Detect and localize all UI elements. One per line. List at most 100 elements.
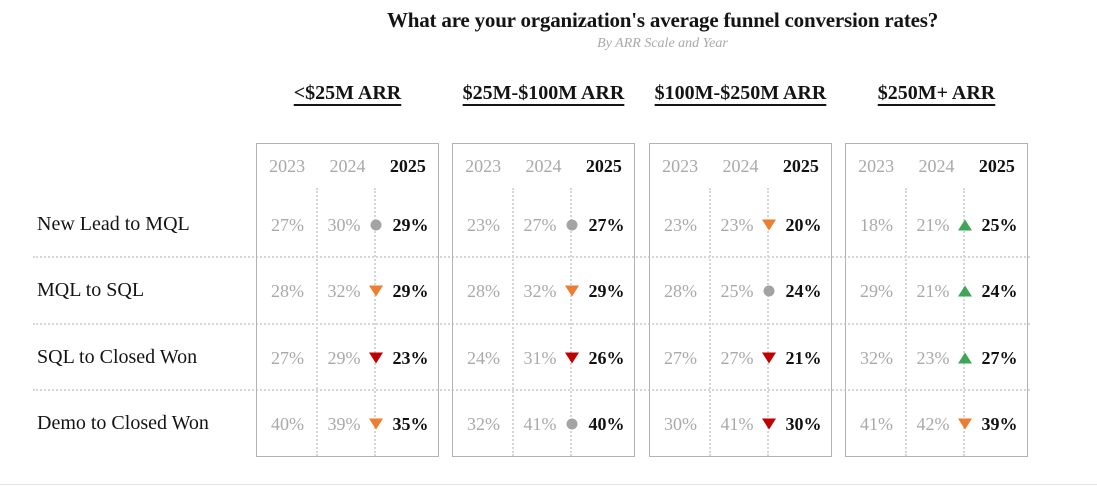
value-2024: 21% bbox=[916, 281, 950, 301]
value-2023: 27% bbox=[271, 348, 304, 368]
trend-marker-icon bbox=[958, 219, 972, 231]
value-2023: 18% bbox=[860, 215, 893, 235]
column-separator-line bbox=[570, 188, 572, 456]
year-header-row: 2023 2024 2025 bbox=[846, 156, 1027, 177]
value-2025: 25% bbox=[981, 215, 1018, 235]
value-2023: 40% bbox=[271, 414, 304, 434]
year-header-2025: 2025 bbox=[585, 156, 622, 176]
column-separator-line bbox=[709, 188, 711, 456]
panel-under-25m-arr: 2023 2024 2025 27% 30% 29% 28% 32% 29% 2… bbox=[256, 143, 439, 457]
panel-100m-250m-arr: 2023 2024 2025 23% 23% 20% 28% 25% 24% 2… bbox=[649, 143, 832, 457]
row-label-sql-to-closed-won: SQL to Closed Won bbox=[37, 346, 198, 368]
data-row: 41% 42% 39% bbox=[846, 408, 1027, 440]
year-header-2023: 2023 bbox=[269, 156, 306, 176]
value-2025: 35% bbox=[392, 414, 429, 434]
value-2024: 41% bbox=[523, 414, 557, 434]
row-label-mql-to-sql: MQL to SQL bbox=[37, 279, 145, 301]
chart-subtitle: By ARR Scale and Year bbox=[597, 36, 728, 51]
data-row: 30% 41% 30% bbox=[650, 408, 831, 440]
data-row: 27% 29% 23% bbox=[257, 342, 438, 374]
value-2023: 28% bbox=[467, 281, 500, 301]
value-2025: 24% bbox=[785, 281, 822, 301]
value-2025: 40% bbox=[588, 414, 625, 434]
value-2024: 29% bbox=[327, 348, 361, 368]
value-2025: 24% bbox=[981, 281, 1018, 301]
value-2023: 28% bbox=[271, 281, 304, 301]
trend-marker-icon bbox=[763, 285, 775, 297]
trend-marker-icon bbox=[762, 219, 776, 231]
value-2025: 29% bbox=[588, 281, 625, 301]
bottom-divider-line bbox=[0, 484, 1097, 485]
column-group-header-250m-plus: $250M+ ARR bbox=[877, 82, 996, 104]
value-2024: 27% bbox=[523, 215, 557, 235]
trend-marker-icon bbox=[762, 352, 776, 364]
value-2024: 41% bbox=[720, 414, 754, 434]
data-row: 40% 39% 35% bbox=[257, 408, 438, 440]
trend-marker-icon bbox=[958, 285, 972, 297]
year-header-2025: 2025 bbox=[389, 156, 426, 176]
year-header-2023: 2023 bbox=[858, 156, 895, 176]
value-2024: 23% bbox=[916, 348, 950, 368]
value-2024: 25% bbox=[720, 281, 754, 301]
year-header-2023: 2023 bbox=[662, 156, 699, 176]
value-2024: 39% bbox=[327, 414, 361, 434]
trend-marker-icon bbox=[370, 219, 382, 231]
chart-title: What are your organization's average fun… bbox=[386, 8, 939, 32]
value-2025: 20% bbox=[785, 215, 822, 235]
trend-marker-icon bbox=[369, 352, 383, 364]
value-2025: 30% bbox=[785, 414, 822, 434]
data-row: 23% 27% 27% bbox=[453, 209, 634, 241]
year-header-2024: 2024 bbox=[525, 156, 562, 176]
chart-header: What are your organization's average fun… bbox=[230, 8, 1095, 52]
value-2025: 21% bbox=[785, 348, 822, 368]
data-row: 18% 21% 25% bbox=[846, 209, 1027, 241]
value-2024: 21% bbox=[916, 215, 950, 235]
value-2023: 28% bbox=[664, 281, 697, 301]
value-2023: 27% bbox=[664, 348, 697, 368]
trend-marker-icon bbox=[369, 285, 383, 297]
year-header-2024: 2024 bbox=[918, 156, 955, 176]
value-2023: 29% bbox=[860, 281, 893, 301]
panel-250m-plus-arr: 2023 2024 2025 18% 21% 25% 29% 21% 24% 3… bbox=[845, 143, 1028, 457]
value-2024: 32% bbox=[523, 281, 557, 301]
data-row: 23% 23% 20% bbox=[650, 209, 831, 241]
row-separator-line bbox=[33, 389, 1030, 391]
year-header-2025: 2025 bbox=[978, 156, 1015, 176]
column-separator-line bbox=[316, 188, 318, 456]
data-row: 32% 41% 40% bbox=[453, 408, 634, 440]
value-2023: 24% bbox=[467, 348, 500, 368]
value-2023: 30% bbox=[664, 414, 697, 434]
trend-marker-icon bbox=[369, 418, 383, 430]
year-header-row: 2023 2024 2025 bbox=[257, 156, 438, 177]
data-row: 27% 30% 29% bbox=[257, 209, 438, 241]
column-group-header-under-25m: <$25M ARR bbox=[293, 82, 402, 104]
data-row: 27% 27% 21% bbox=[650, 342, 831, 374]
value-2023: 32% bbox=[467, 414, 500, 434]
panel-25m-100m-arr: 2023 2024 2025 23% 27% 27% 28% 32% 29% 2… bbox=[452, 143, 635, 457]
value-2025: 23% bbox=[392, 348, 429, 368]
trend-marker-icon bbox=[566, 219, 578, 231]
data-row: 32% 23% 27% bbox=[846, 342, 1027, 374]
year-header-2024: 2024 bbox=[722, 156, 759, 176]
row-separator-line bbox=[33, 323, 1030, 325]
trend-marker-icon bbox=[958, 352, 972, 364]
column-separator-line bbox=[963, 188, 965, 456]
row-label-demo-to-closed-won: Demo to Closed Won bbox=[37, 412, 209, 434]
year-header-2025: 2025 bbox=[782, 156, 819, 176]
data-row: 28% 32% 29% bbox=[257, 275, 438, 307]
trend-marker-icon bbox=[762, 418, 776, 430]
column-separator-line bbox=[512, 188, 514, 456]
value-2025: 26% bbox=[588, 348, 625, 368]
data-row: 24% 31% 26% bbox=[453, 342, 634, 374]
trend-marker-icon bbox=[565, 285, 579, 297]
column-separator-line bbox=[767, 188, 769, 456]
value-2025: 39% bbox=[981, 414, 1018, 434]
year-header-row: 2023 2024 2025 bbox=[650, 156, 831, 177]
value-2024: 31% bbox=[523, 348, 557, 368]
trend-marker-icon bbox=[565, 352, 579, 364]
value-2023: 27% bbox=[271, 215, 304, 235]
row-label-new-lead-to-mql: New Lead to MQL bbox=[37, 213, 190, 235]
trend-marker-icon bbox=[566, 418, 578, 430]
value-2024: 23% bbox=[720, 215, 754, 235]
